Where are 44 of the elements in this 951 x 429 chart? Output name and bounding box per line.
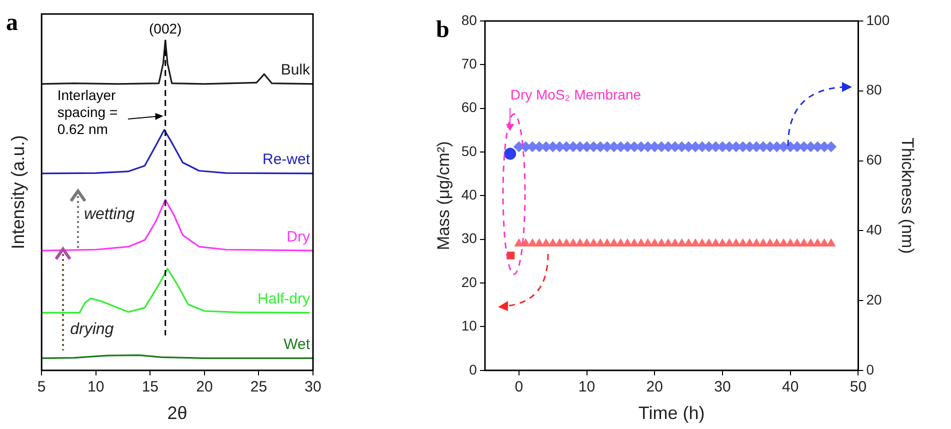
chart-title: a — [6, 10, 18, 36]
y-tick-label: 50 — [461, 142, 478, 159]
y-tick-label: 80 — [461, 12, 478, 28]
y-tick-label: 0 — [469, 361, 478, 378]
y2-tick-label: 0 — [866, 361, 874, 378]
annotation: wetting — [84, 206, 135, 224]
x-axis-title: Time (h) — [638, 403, 705, 424]
y-tick-label: 30 — [461, 230, 478, 246]
y2-tick-label: 100 — [866, 12, 890, 28]
y-tick-label: 70 — [461, 56, 478, 72]
annotation: (002) — [149, 20, 182, 36]
y-axis-title: Mass (μg/cm²) — [434, 141, 453, 250]
chart-title: b — [436, 17, 450, 44]
series-label: Wet — [284, 336, 311, 353]
x-tick-label: 15 — [142, 378, 159, 396]
x-tick-label: 30 — [714, 378, 731, 396]
x-axis-title: 2θ — [167, 403, 188, 424]
y-tick-label: 60 — [461, 99, 478, 116]
x-tick-label: 0 — [514, 378, 524, 396]
x-tick-label: 20 — [646, 378, 663, 396]
y2-axis-title: Thickness (nm) — [898, 138, 918, 254]
series-label: Bulk — [280, 62, 310, 79]
x-tick-label: 25 — [250, 378, 268, 396]
annotation: drying — [70, 321, 114, 338]
y-axis-title: Intensity (a.u.) — [8, 135, 28, 250]
y-tick-label: 40 — [461, 186, 478, 203]
series-label: Half-dry — [257, 290, 310, 308]
x-tick-label: 10 — [578, 378, 596, 396]
y2-tick-label: 80 — [866, 82, 882, 98]
x-tick-label: 50 — [850, 378, 867, 396]
series-label: Re-wet — [262, 151, 311, 168]
y-tick-label: 20 — [461, 274, 478, 290]
annotation: Dry MoS₂ Membrane — [510, 86, 642, 102]
x-tick-label: 20 — [196, 378, 213, 396]
y2-tick-label: 60 — [866, 152, 882, 168]
x-tick-label: 10 — [88, 378, 104, 396]
y2-tick-label: 40 — [866, 222, 882, 238]
series-label: Dry — [286, 228, 310, 246]
y2-tick-label: 20 — [866, 291, 882, 308]
y-tick-label: 10 — [461, 318, 478, 334]
annotation: Interlayer spacing = 0.62 nm — [57, 86, 118, 137]
x-tick-label: 30 — [304, 378, 322, 396]
x-tick-label: 40 — [782, 378, 799, 396]
x-tick-label: 5 — [37, 378, 46, 396]
